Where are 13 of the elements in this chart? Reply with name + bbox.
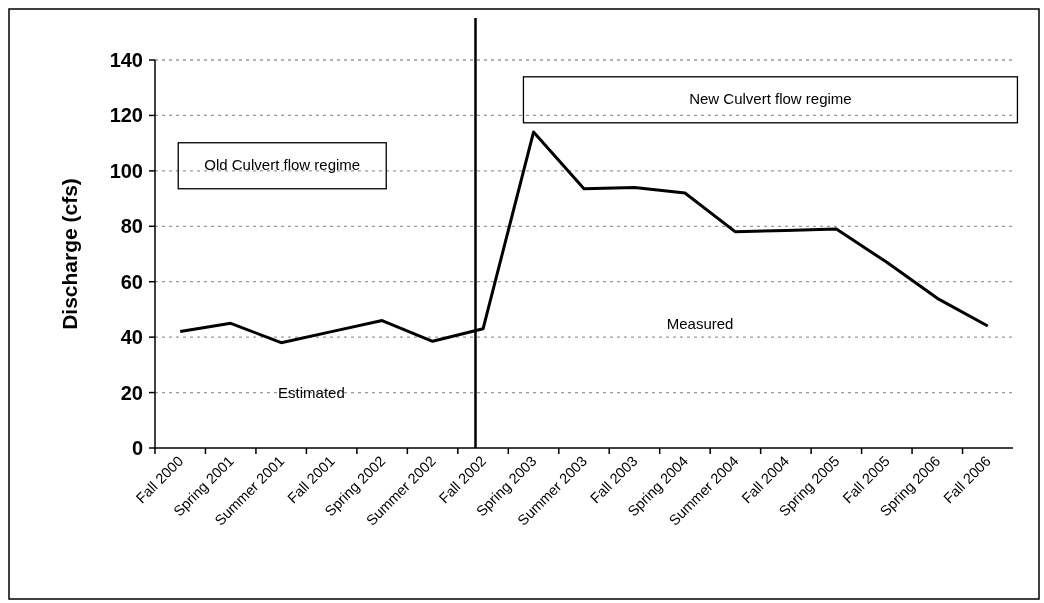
y-axis-title: Discharge (cfs): [58, 178, 81, 330]
y-tick-label: 60: [120, 270, 143, 293]
y-tick-label: 80: [120, 215, 143, 238]
y-tick-label: 140: [109, 49, 143, 71]
y-tick-label: 40: [120, 326, 143, 349]
y-tick-label: 20: [120, 381, 143, 404]
annotation: Estimated: [278, 383, 345, 401]
y-tick-label: 100: [109, 159, 143, 182]
y-tick-label: 120: [109, 104, 143, 127]
annotation: Measured: [666, 314, 734, 332]
y-tick-label: 0: [131, 437, 143, 459]
annotation: New Culvert flow regime: [689, 90, 852, 108]
annotation: Old Culvert flow regime: [204, 156, 361, 174]
